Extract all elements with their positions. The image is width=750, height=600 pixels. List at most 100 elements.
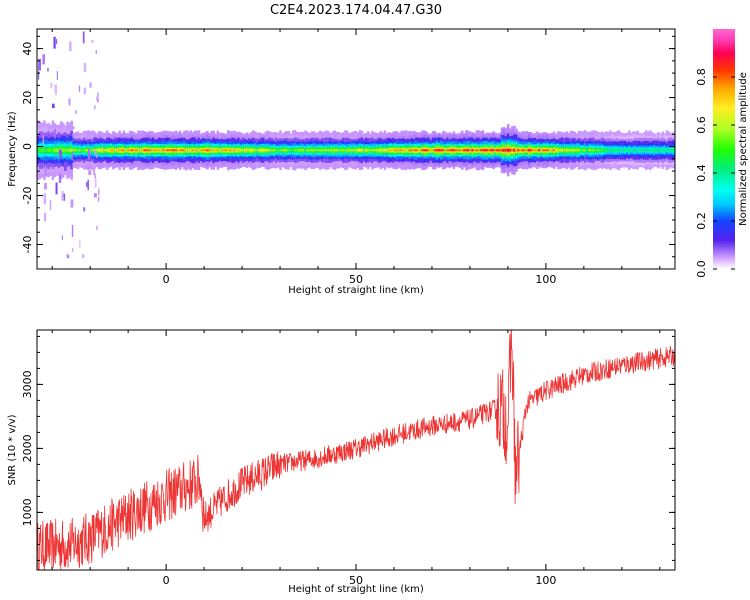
spectral-cell xyxy=(557,149,560,152)
spectral-spike xyxy=(75,109,77,115)
x-tick-label: 100 xyxy=(535,574,556,587)
spectral-cell xyxy=(333,149,337,152)
spectral-cell xyxy=(285,149,289,152)
spectral-cell xyxy=(590,149,593,152)
spectral-spike xyxy=(64,161,67,171)
spectral-spike xyxy=(89,82,92,88)
spectral-cell xyxy=(206,149,209,152)
spectral-cell xyxy=(298,149,301,152)
spectrogram-panel: 0 50 100 40 20 0 -20 -40 Height of straight li… xyxy=(7,28,676,296)
spectral-spike xyxy=(97,92,99,97)
spectral-spike xyxy=(56,71,58,80)
spectral-cell xyxy=(156,149,159,152)
spectral-cell xyxy=(410,149,414,152)
spectral-cell xyxy=(53,148,57,152)
spectral-cell xyxy=(103,149,107,152)
spectral-cell xyxy=(488,149,491,152)
spectral-cell xyxy=(78,149,82,152)
spectral-cell xyxy=(224,149,228,152)
spectral-cell xyxy=(607,149,610,152)
spectral-cell xyxy=(369,149,372,152)
spectral-cell xyxy=(82,149,86,152)
spectral-cell xyxy=(318,149,322,152)
spectral-cell xyxy=(479,149,483,152)
spectral-cell xyxy=(62,148,65,152)
spectral-cell xyxy=(208,149,211,152)
spectral-cell xyxy=(521,149,525,152)
spectral-cell xyxy=(536,149,539,152)
spectral-cell xyxy=(419,149,422,152)
spectral-spike xyxy=(43,212,47,222)
spectral-cell xyxy=(463,149,466,152)
x-tick-label: 100 xyxy=(535,273,556,286)
spectral-cell xyxy=(555,149,558,152)
spectral-cell xyxy=(256,149,259,152)
spectral-cell xyxy=(596,149,600,152)
spectral-cell xyxy=(114,149,117,152)
spectral-cell xyxy=(469,149,472,152)
spectral-cell xyxy=(398,149,401,152)
spectral-spike xyxy=(97,191,100,196)
spectral-cell xyxy=(605,149,608,152)
spectral-spike xyxy=(61,190,64,201)
spectral-spike xyxy=(42,134,44,145)
spectral-cell xyxy=(199,149,203,152)
y-tick-label: -40 xyxy=(21,236,34,254)
spectral-cell xyxy=(358,149,362,152)
spectral-cell xyxy=(435,149,439,152)
spectral-cell xyxy=(400,149,403,152)
spectral-cell xyxy=(559,149,562,152)
spectral-cell xyxy=(337,149,341,152)
spectral-spike xyxy=(61,235,63,241)
spectral-cell xyxy=(70,148,73,153)
spectral-cell xyxy=(323,149,326,152)
spectral-cell xyxy=(191,149,195,152)
spectral-cell xyxy=(350,149,353,152)
x-tick-label: 50 xyxy=(349,273,363,286)
spectral-cell xyxy=(586,149,589,152)
spectral-spike xyxy=(95,49,98,54)
spectral-cell xyxy=(444,149,447,152)
spectral-cell xyxy=(379,149,383,152)
spectral-cell xyxy=(283,149,286,152)
spectral-cell xyxy=(279,149,282,152)
spectral-cell xyxy=(504,148,508,152)
spectral-cell xyxy=(143,149,147,152)
spectral-cell xyxy=(544,149,548,152)
spectral-cell xyxy=(348,149,351,152)
spectral-cell xyxy=(277,149,280,152)
spectral-spike xyxy=(63,193,66,201)
spectral-cell xyxy=(47,148,50,153)
spectral-cell xyxy=(344,149,347,152)
spectral-cell xyxy=(594,149,598,152)
spectral-cell xyxy=(440,149,443,152)
spectral-cell xyxy=(429,149,433,152)
spectral-cell xyxy=(548,149,552,152)
spectral-cell xyxy=(515,148,518,152)
spectral-cell xyxy=(241,149,245,152)
spectral-spike xyxy=(42,54,46,65)
spectral-cell xyxy=(327,149,330,152)
spectral-cell xyxy=(642,149,646,152)
spectral-cell xyxy=(133,149,136,152)
spectral-cell xyxy=(663,149,667,152)
spectral-spike xyxy=(70,199,74,208)
spectral-cell xyxy=(450,149,454,152)
spectral-cell xyxy=(442,149,445,152)
spectral-cell xyxy=(128,149,132,152)
spectral-cell xyxy=(66,148,69,152)
spectral-cell xyxy=(220,149,224,152)
x-tick-label: 50 xyxy=(349,574,363,587)
spectral-cell xyxy=(231,149,234,152)
spectral-cell xyxy=(172,149,176,152)
spectral-cell xyxy=(216,149,220,152)
spectral-cell xyxy=(448,149,451,152)
spectral-spike xyxy=(97,98,99,103)
spectral-cell xyxy=(421,149,424,152)
spectral-cell xyxy=(540,149,543,152)
spectral-cell xyxy=(423,149,426,152)
spectral-cell xyxy=(494,149,497,152)
spectral-cell xyxy=(425,149,428,152)
spectral-cell xyxy=(135,149,138,152)
spectral-cell xyxy=(139,149,142,152)
